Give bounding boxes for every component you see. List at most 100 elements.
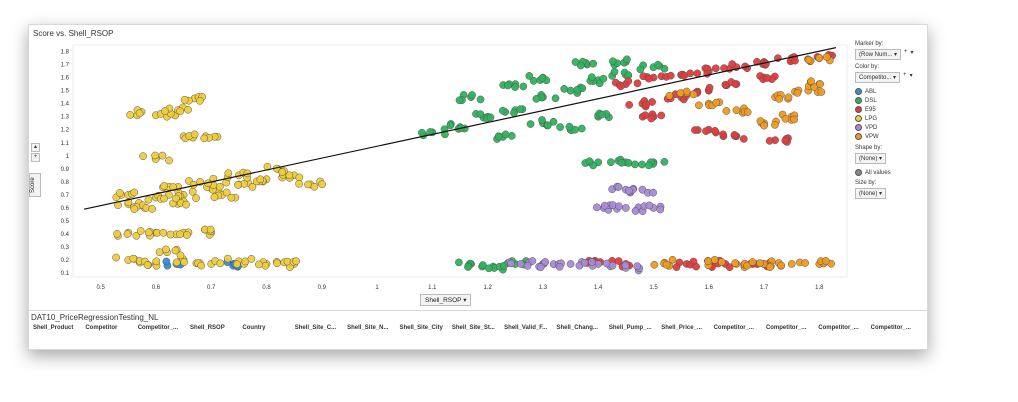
data-point-dsl <box>503 81 512 90</box>
y-tick-label: 1.2 <box>61 128 70 134</box>
data-point-dsl <box>486 113 495 122</box>
data-point-dsl <box>609 57 617 66</box>
table-column-header[interactable]: Shell_Chang... <box>556 325 598 331</box>
data-point-dsl <box>526 120 535 128</box>
y-tick-label: 1.8 <box>61 50 70 56</box>
marker-by-label: Marker by: <box>855 41 884 47</box>
yaxis-selector[interactable]: Score <box>29 173 41 197</box>
data-point-lpg <box>188 187 197 196</box>
legend-item-e95[interactable]: E95 <box>855 105 925 114</box>
data-point-vpd <box>516 260 525 268</box>
x-tick-label: 1.8 <box>815 285 824 291</box>
data-point-vpw <box>787 260 796 268</box>
y-tick-label: 0.2 <box>61 258 70 264</box>
data-point-vpw <box>722 107 731 115</box>
legend-label: LPG <box>865 115 878 122</box>
marker-by-dropdown[interactable]: (Row Num... ▾ <box>855 49 902 60</box>
shape-by-dropdown[interactable]: (None) ▾ <box>855 153 887 164</box>
x-tick-label: 1.5 <box>649 285 658 291</box>
x-tick-label: 1.4 <box>594 285 603 291</box>
data-point-e95 <box>711 127 719 135</box>
y-tick-label: 0.4 <box>61 232 70 238</box>
scroll-up-icon[interactable]: ▴ <box>31 143 40 152</box>
data-point-lpg <box>159 228 168 237</box>
color-by-dropdown[interactable]: Competito... ▾ <box>855 72 901 83</box>
add-icon[interactable]: + <box>904 49 908 55</box>
data-point-lpg <box>129 254 138 263</box>
data-point-lpg <box>151 151 159 160</box>
size-by-dropdown[interactable]: (None) ▾ <box>855 188 887 199</box>
y-tick-label: 0.3 <box>61 245 70 251</box>
data-point-vpw <box>781 114 790 123</box>
data-point-vpw <box>676 89 685 97</box>
data-point-lpg <box>176 251 185 260</box>
data-point-e95 <box>689 257 698 266</box>
data-point-dsl <box>638 160 646 169</box>
data-point-lpg <box>158 151 167 160</box>
circle-icon <box>855 106 862 113</box>
table-column-header[interactable]: Shell_Valid_F... <box>504 325 548 331</box>
table-column-header[interactable]: Shell_Product <box>33 325 74 331</box>
data-point-lpg <box>233 260 241 269</box>
data-point-lpg <box>206 225 215 234</box>
legend-item-vpd[interactable]: VPD <box>855 123 925 132</box>
data-point-vpd <box>580 258 589 267</box>
data-point-dsl <box>610 67 619 76</box>
scatter-plot[interactable]: 0.1 0.2 0.3 0.4 0.5 0.6 0.7 0.8 0.9 1 1.1 1.2 1.3 1.4… <box>29 25 927 310</box>
data-point-dsl <box>510 108 518 117</box>
data-point-dsl <box>543 121 552 130</box>
data-point-lpg <box>183 231 191 239</box>
table-column-header[interactable]: Shell_Site_City <box>399 325 443 331</box>
data-point-lpg <box>215 182 224 191</box>
table-column-header[interactable]: Competitor_... <box>765 325 807 331</box>
data-point-dsl <box>571 58 580 66</box>
y-tick-label: 1.7 <box>61 63 70 69</box>
table-column-header[interactable]: Shell_Site_N... <box>347 325 389 331</box>
table-column-header[interactable]: Shell_RSOP <box>190 325 225 331</box>
table-column-header[interactable]: Competitor <box>85 325 118 331</box>
y-tick-label: 1.5 <box>61 89 70 95</box>
data-point-dsl <box>660 158 669 166</box>
chevron-down-icon: ▾ <box>463 297 467 304</box>
y-tick-label: 0.9 <box>61 167 70 173</box>
table-column-header[interactable]: Shell_Price_... <box>661 325 702 331</box>
zoom-icon[interactable]: + <box>31 153 40 162</box>
legend-item-all-values[interactable]: All values <box>855 168 925 177</box>
xaxis-selector[interactable]: Shell_RSOP ▾ <box>420 294 472 306</box>
legend-item-vpw[interactable]: VPW <box>855 132 925 141</box>
data-point-lpg <box>278 168 287 176</box>
table-column-header[interactable]: Competitor_... <box>713 325 754 331</box>
table-column-header[interactable]: Shell_Pump_... <box>608 325 652 331</box>
data-point-lpg <box>172 194 180 203</box>
table-column-header[interactable]: Competitor_... <box>818 325 859 331</box>
legend-item-dsl[interactable]: DSL <box>855 96 925 105</box>
chevron-down-icon[interactable]: ▾ <box>909 73 913 79</box>
data-point-vpd <box>608 261 617 270</box>
data-point-dsl <box>525 72 534 80</box>
data-point-lpg <box>112 253 120 262</box>
data-point-e95 <box>641 111 650 120</box>
data-point-vpw <box>760 121 768 130</box>
data-point-dsl <box>538 74 547 82</box>
y-tick-label: 1.6 <box>61 76 70 82</box>
data-point-e95 <box>680 71 689 80</box>
table-column-header[interactable]: Shell_Site_St... <box>451 325 495 331</box>
data-point-lpg <box>295 179 303 188</box>
data-point-lpg <box>171 246 180 255</box>
table-column-header[interactable]: Competitor_... <box>137 325 179 331</box>
legend-item-lpg[interactable]: LPG <box>855 114 925 123</box>
data-point-lpg <box>182 200 190 209</box>
data-point-dsl <box>644 161 653 170</box>
data-point-lpg <box>123 230 132 238</box>
table-column-header[interactable]: Shell_Site_C... <box>294 325 337 331</box>
data-point-dsl <box>598 110 606 119</box>
data-point-dsl <box>623 55 631 64</box>
data-point-lpg <box>256 175 265 184</box>
data-point-lpg <box>165 156 173 165</box>
table-column-header[interactable]: Competitor_... <box>870 325 911 331</box>
chevron-down-icon[interactable]: ▾ <box>910 50 914 56</box>
table-column-header[interactable]: Country <box>242 325 266 331</box>
add-icon[interactable]: + <box>903 72 907 78</box>
legend-item-abl[interactable]: ABL <box>855 87 925 96</box>
x-tick-label: 1.3 <box>539 285 548 291</box>
